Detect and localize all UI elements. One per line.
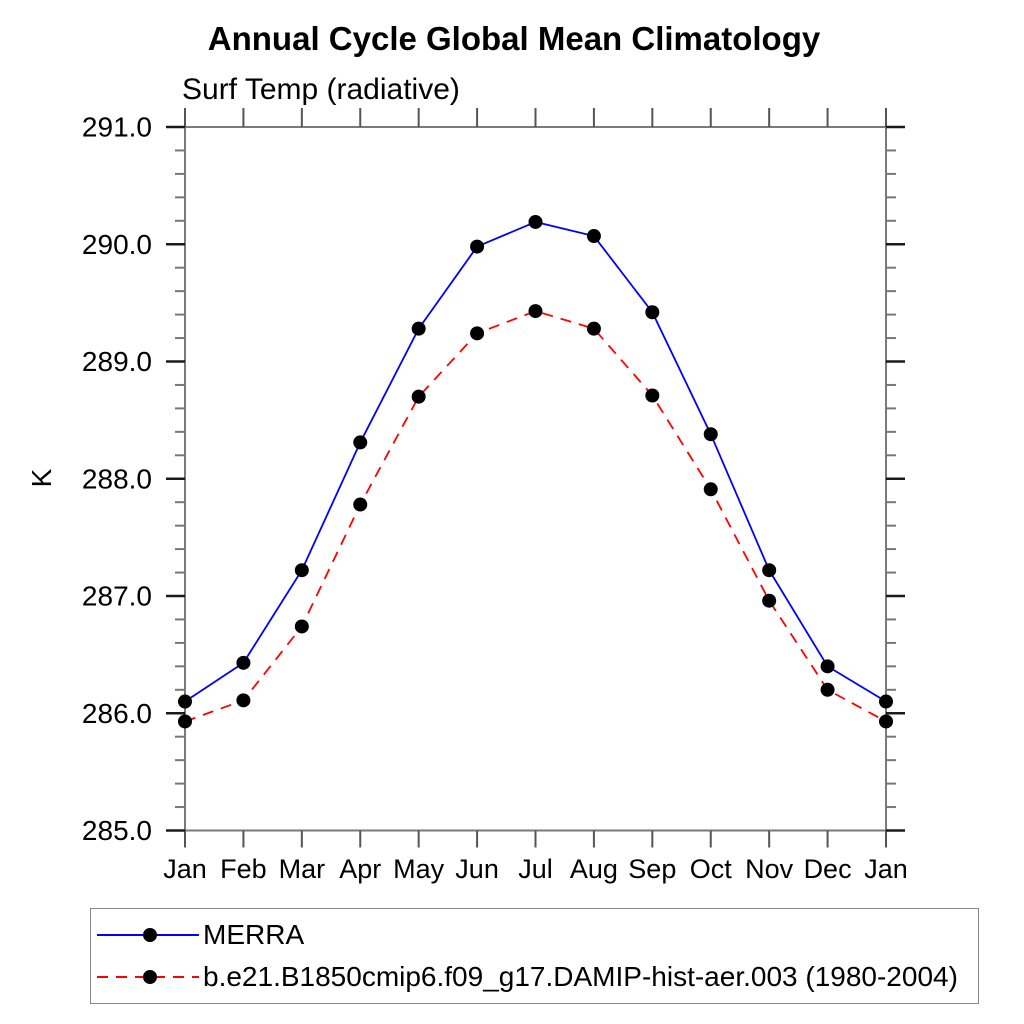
chart-title: Annual Cycle Global Mean Climatology	[207, 20, 821, 57]
data-point-series-0	[762, 563, 777, 578]
plot-frame	[184, 126, 887, 832]
data-point-series-0	[470, 239, 485, 254]
chart-subtitle: Surf Temp (radiative)	[182, 73, 460, 106]
data-point-series-0	[294, 563, 309, 578]
y-tick-label: 287.0	[82, 581, 152, 612]
series-line-0	[184, 221, 887, 703]
x-tick-label: Sep	[628, 854, 676, 884]
data-point-series-0	[645, 305, 660, 320]
y-tick-label: 289.0	[82, 346, 152, 377]
x-tick-label: Dec	[804, 854, 852, 884]
x-tick-label: Nov	[745, 854, 794, 884]
data-point-series-1	[528, 304, 543, 319]
data-point-series-0	[528, 214, 543, 229]
legend: MERRA b.e21.B1850cmip6.f09_g17.DAMIP-his…	[90, 908, 979, 1004]
data-point-series-1	[762, 593, 777, 608]
data-point-series-0	[178, 694, 192, 709]
legend-marker-dot	[143, 928, 157, 942]
data-point-series-0	[879, 694, 893, 709]
x-tick-label: May	[393, 854, 445, 884]
x-tick-label: Aug	[570, 854, 618, 884]
x-tick-label: Mar	[279, 854, 326, 884]
legend-label-model: b.e21.B1850cmip6.f09_g17.DAMIP-hist-aer.…	[203, 961, 958, 992]
data-point-series-0	[703, 427, 718, 442]
x-tick-label: Jun	[455, 854, 499, 884]
data-point-series-0	[353, 435, 368, 450]
data-point-series-1	[586, 321, 601, 336]
y-tick-label: 286.0	[82, 698, 152, 729]
legend-item-merra: MERRA	[95, 914, 978, 956]
data-point-series-1	[703, 482, 718, 497]
legend-marker-dot	[143, 970, 157, 984]
data-point-series-1	[820, 682, 835, 697]
x-tick-label: Feb	[220, 854, 267, 884]
data-point-series-1	[178, 714, 192, 729]
data-point-series-1	[470, 326, 485, 341]
y-tick-label: 291.0	[82, 112, 152, 143]
y-tick-label: 285.0	[82, 815, 152, 846]
x-tick-label: Apr	[339, 854, 381, 884]
legend-item-model: b.e21.B1850cmip6.f09_g17.DAMIP-hist-aer.…	[95, 956, 978, 998]
data-point-series-1	[411, 389, 426, 404]
data-point-series-0	[586, 229, 601, 244]
data-point-series-1	[645, 388, 660, 403]
data-point-series-0	[411, 321, 426, 336]
data-point-series-0	[236, 655, 251, 670]
x-tick-label: Jan	[864, 854, 908, 884]
data-point-series-1	[236, 693, 251, 708]
legend-sample-dashed-line	[97, 970, 199, 984]
x-tick-label: Jul	[518, 854, 553, 884]
x-tick-label: Oct	[690, 854, 733, 884]
y-tick-label: 290.0	[82, 229, 152, 260]
legend-sample-solid-line	[97, 928, 199, 942]
data-point-series-0	[820, 659, 835, 674]
series-line-1	[184, 310, 887, 723]
y-axis-label: K	[26, 468, 57, 487]
legend-label-merra: MERRA	[203, 919, 305, 950]
data-point-series-1	[879, 714, 893, 729]
data-point-series-1	[294, 619, 309, 634]
x-tick-label: Jan	[163, 854, 207, 884]
y-tick-label: 288.0	[82, 463, 152, 494]
data-point-series-1	[353, 497, 368, 512]
